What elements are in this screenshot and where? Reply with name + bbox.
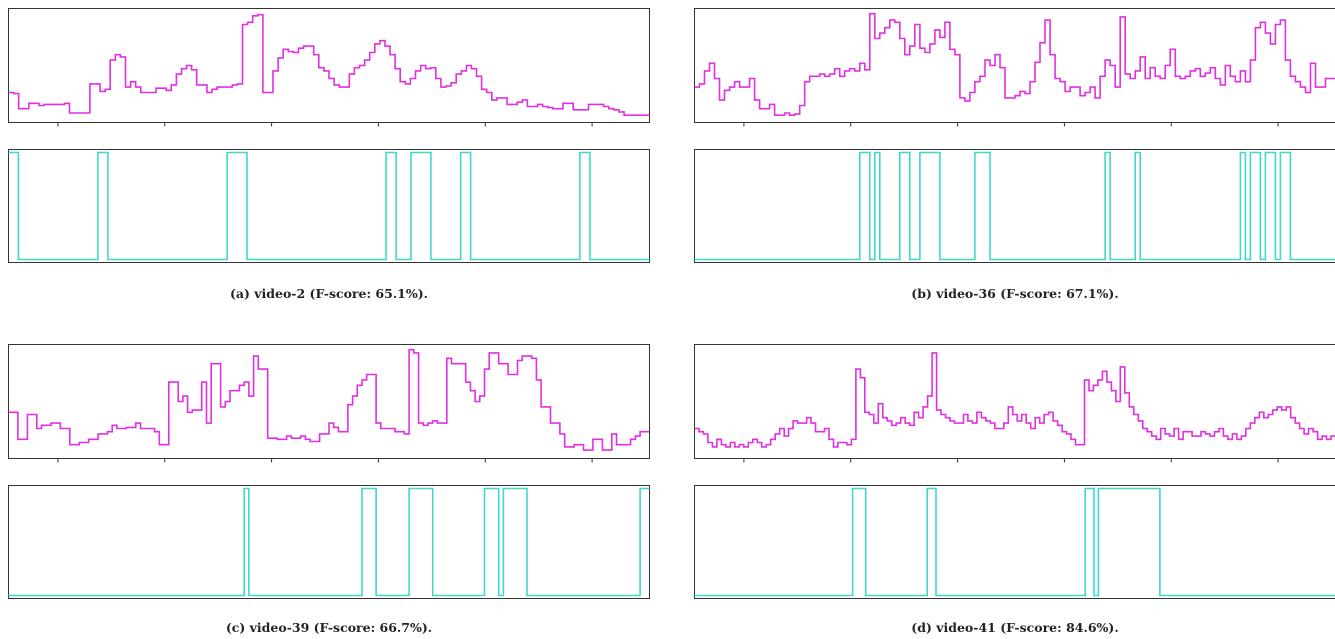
caption-b: (b) video-36 (F-score: 67.1%). [911, 286, 1119, 301]
importance-score-line [694, 352, 1335, 448]
score-plot-frame [8, 8, 650, 123]
importance-score-line [694, 12, 1335, 116]
caption-c: (c) video-39 (F-score: 66.7%). [225, 620, 433, 635]
score-plot-frame [8, 344, 650, 459]
chart-d [694, 344, 1335, 599]
importance-score-line [8, 348, 650, 451]
chart-b [694, 8, 1335, 263]
chart-c [8, 344, 650, 599]
chart-a [8, 8, 650, 263]
summary-plot-frame [8, 149, 650, 263]
caption-a: (a) video-2 (F-score: 65.1%). [229, 286, 429, 301]
panel-d: (d) video-41 (F-score: 84.6%). [694, 344, 1335, 635]
panel-c: (c) video-39 (F-score: 66.7%). [8, 344, 650, 635]
caption-d: (d) video-41 (F-score: 84.6%). [911, 620, 1119, 635]
summary-selection-line [694, 487, 1335, 597]
summary-plot-frame [694, 149, 1335, 263]
importance-score-line [8, 13, 650, 116]
summary-selection-line [694, 151, 1335, 261]
panel-b: (b) video-36 (F-score: 67.1%). [694, 8, 1335, 301]
summary-selection-line [8, 487, 650, 597]
summary-selection-line [8, 151, 650, 261]
summary-plot-frame [8, 485, 650, 599]
score-plot-frame [694, 8, 1335, 123]
score-plot-frame [694, 344, 1335, 459]
summary-plot-frame [694, 485, 1335, 599]
panel-a: (a) video-2 (F-score: 65.1%). [8, 8, 650, 301]
